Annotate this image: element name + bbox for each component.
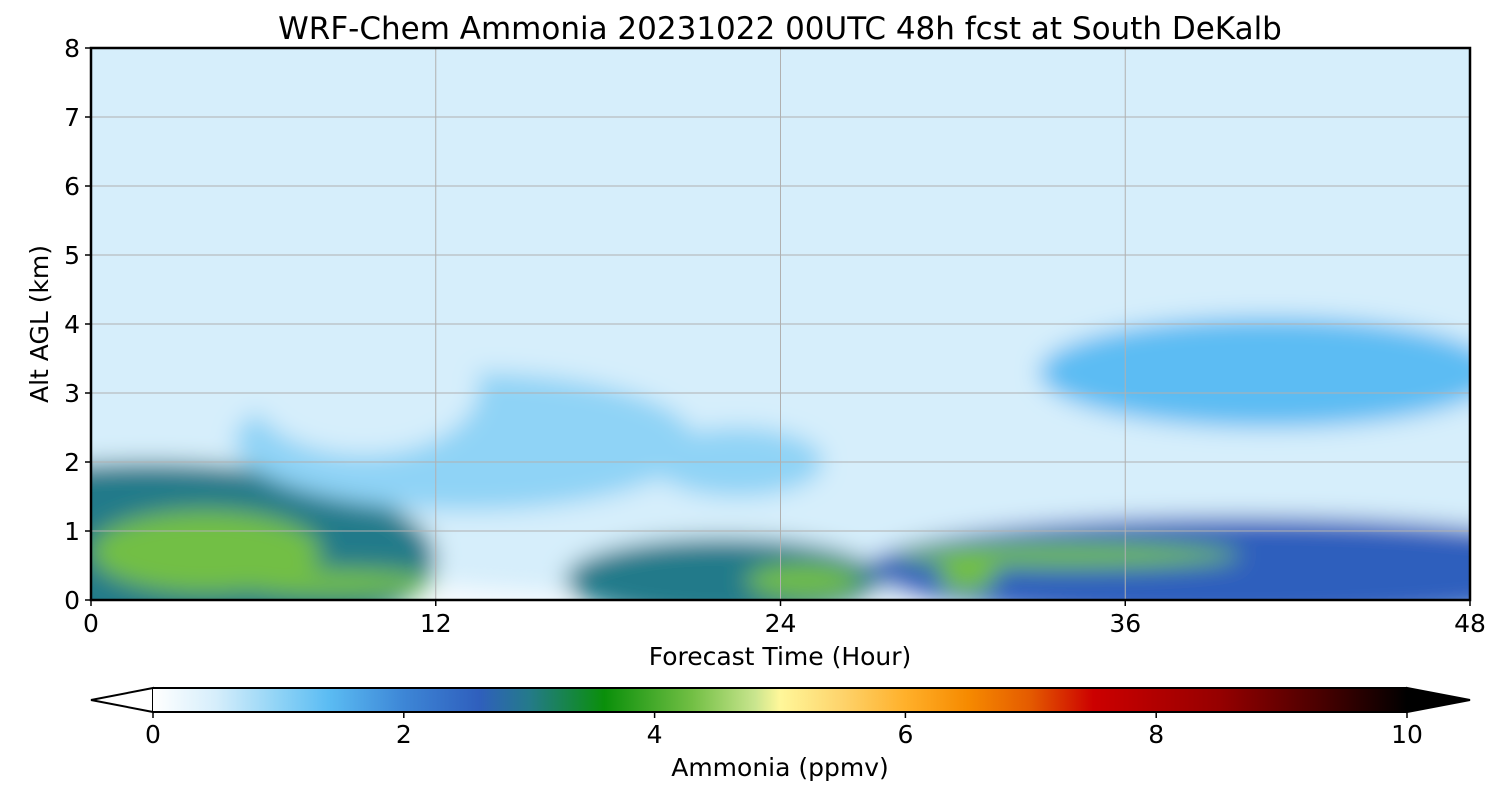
x-tick-label: 24 (765, 609, 797, 638)
colorbar-tick-label: 2 (396, 720, 412, 749)
y-axis-label: Alt AGL (km) (25, 245, 54, 403)
x-tick-label: 12 (420, 609, 452, 638)
field-green-tail-west (234, 568, 436, 597)
x-axis-label: Forecast Time (Hour) (649, 642, 912, 671)
y-tick-label: 2 (64, 448, 80, 477)
colorbar-outline (153, 687, 1407, 713)
y-tick-label: 7 (64, 103, 80, 132)
field-plume-left-high (249, 317, 479, 456)
ammonia-field (91, 48, 1470, 600)
colorbar-tick-label: 10 (1391, 720, 1423, 749)
colorbar-extend-min (90, 686, 154, 714)
y-tick-label: 1 (64, 517, 80, 546)
y-tick-label: 3 (64, 379, 80, 408)
y-tick-label: 6 (64, 172, 80, 201)
y-tick-label: 0 (64, 586, 80, 615)
chart-title: WRF-Chem Ammonia 20231022 00UTC 48h fcst… (278, 11, 1282, 47)
colorbar-extend-max (1406, 686, 1471, 714)
y-tick-label: 5 (64, 241, 80, 270)
x-tick-label: 36 (1109, 609, 1141, 638)
colorbar: 0 2 4 6 8 10 (90, 686, 1471, 749)
colorbar-tick-label: 8 (1148, 720, 1164, 749)
y-tick-label: 4 (64, 310, 80, 339)
y-axis: 0 1 2 3 4 5 6 7 8 (64, 34, 91, 615)
x-tick-label: 48 (1454, 609, 1486, 638)
colorbar-tick-label: 0 (145, 720, 161, 749)
x-axis: 0 12 24 36 48 (83, 600, 1486, 638)
colorbar-gradient (153, 688, 1407, 712)
colorbar-tick-label: 4 (647, 720, 663, 749)
colorbar-label: Ammonia (ppmv) (671, 753, 889, 782)
field-green-core-24h (746, 563, 861, 598)
x-tick-label: 0 (83, 609, 99, 638)
y-tick-label: 8 (64, 34, 80, 63)
colorbar-tick-label: 6 (897, 720, 913, 749)
field-green-spot-30h (938, 558, 996, 594)
field-plume-right (1039, 317, 1470, 428)
